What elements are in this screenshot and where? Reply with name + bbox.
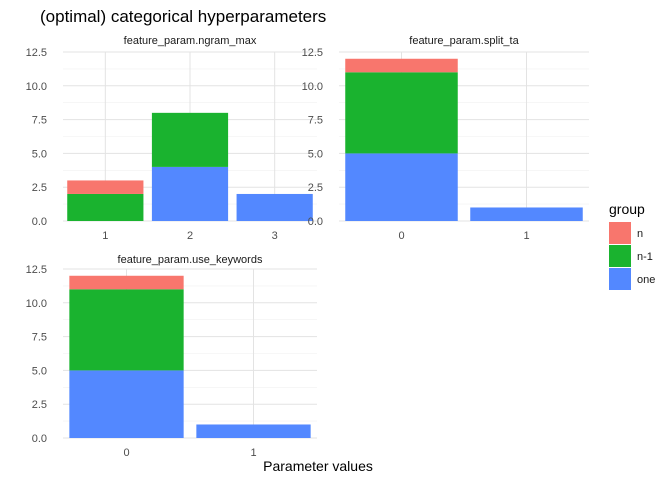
- legend-key-n-1: [609, 245, 631, 267]
- y-tick-label: 10.0: [302, 81, 323, 93]
- chart-title: (optimal) categorical hyperparameters: [40, 7, 326, 26]
- x-tick-label: 0: [398, 230, 404, 242]
- y-tick-label: 0.0: [32, 216, 47, 228]
- bar-one-1: [196, 424, 311, 438]
- legend-label-n: n: [637, 228, 643, 240]
- x-tick-label: 1: [102, 230, 108, 242]
- x-tick-label: 0: [123, 447, 129, 459]
- bar-n-0: [345, 58, 458, 73]
- bar-one-1: [470, 207, 583, 221]
- y-tick-label: 0.0: [32, 433, 47, 445]
- x-tick-label: 1: [250, 447, 256, 459]
- legend-title: group: [609, 201, 645, 217]
- y-tick-label: 2.5: [32, 182, 47, 194]
- bar-n-1-0: [345, 72, 458, 154]
- facet-title: feature_param.split_ta: [409, 35, 519, 47]
- legend-label-n-1: n-1: [637, 251, 653, 263]
- y-tick-label: 2.5: [32, 399, 47, 411]
- legend-label-one: one: [637, 274, 655, 286]
- bar-one-0: [345, 153, 458, 221]
- bar-n-1-1: [67, 193, 144, 221]
- facet-panels: feature_param.ngram_max0.02.55.07.510.01…: [26, 35, 589, 459]
- y-tick-label: 10.0: [26, 298, 47, 310]
- y-tick-label: 7.5: [308, 115, 323, 127]
- facet-title: feature_param.use_keywords: [118, 254, 263, 266]
- bar-one-2: [151, 166, 229, 221]
- facet-panel-3: feature_param.use_keywords0.02.55.07.510…: [26, 254, 317, 459]
- y-tick-label: 12.5: [26, 264, 47, 276]
- x-tick-label: 2: [187, 230, 193, 242]
- bar-n-0: [69, 275, 184, 290]
- y-tick-label: 0.0: [308, 216, 323, 228]
- y-tick-label: 7.5: [32, 332, 47, 344]
- legend-key-one: [609, 268, 631, 290]
- bar-one-0: [69, 370, 184, 438]
- bar-n-1: [67, 180, 144, 194]
- facet-title: feature_param.ngram_max: [124, 35, 257, 47]
- facet-panel-2: feature_param.split_ta 0.0 2.5 5.0 7.5 10.0 12…: [302, 35, 589, 242]
- facet-panel-1: feature_param.ngram_max 0.0 2.5 5.0 7.5 10.0 1…: [26, 35, 317, 242]
- y-tick-label: 7.5: [32, 115, 47, 127]
- y-tick-label: 5.0: [32, 148, 47, 160]
- x-tick-label: 1: [523, 230, 529, 242]
- y-tick-label: 10.0: [26, 81, 47, 93]
- y-tick-label: 5.0: [32, 365, 47, 377]
- y-tick-label: 12.5: [302, 47, 323, 59]
- bar-n-1-2: [151, 112, 229, 167]
- bar-one-3: [236, 193, 313, 221]
- y-tick-label: 12.5: [26, 47, 47, 59]
- x-axis-label: Parameter values: [263, 458, 373, 474]
- x-tick-label: 3: [272, 230, 278, 242]
- legend-key-n: [609, 222, 631, 244]
- bar-n-1-0: [69, 289, 184, 371]
- y-tick-label: 2.5: [308, 182, 323, 194]
- legend: group n n-1 one: [609, 201, 655, 290]
- y-tick-label: 5.0: [308, 148, 323, 160]
